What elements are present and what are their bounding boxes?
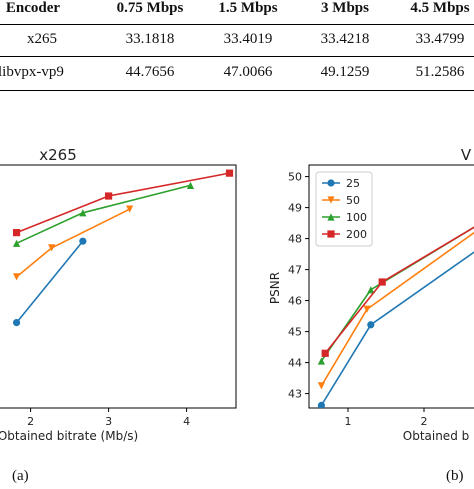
y-tick-label: 43	[288, 388, 302, 401]
legend-box	[315, 171, 373, 247]
data-point	[225, 169, 234, 177]
x-tick-label: 4	[183, 415, 190, 428]
table-row-x265-label: x265	[27, 31, 57, 47]
x-tick-label: 3	[105, 415, 112, 428]
data-point	[12, 273, 21, 281]
x-tick-label: 2	[27, 415, 34, 428]
y-tick-label: 46	[288, 295, 302, 308]
data-point	[367, 321, 375, 329]
table-header-3: 3 Mbps	[321, 0, 369, 16]
x-axis-label: Obtained bitrate (Mb/s)	[0, 429, 138, 443]
data-point	[321, 349, 329, 357]
y-tick-label: 49	[288, 202, 302, 215]
data-point	[317, 382, 325, 390]
data-point	[79, 237, 87, 245]
y-tick-label: 48	[288, 233, 302, 246]
data-point	[105, 192, 113, 200]
series-line	[320, 231, 474, 387]
subfigure-label-b: (b)	[446, 468, 464, 484]
series-line	[16, 184, 191, 245]
table-row-rule	[0, 56, 474, 57]
table-header-45: 4.5 Mbps	[410, 0, 470, 16]
legend-marker	[327, 213, 335, 221]
data-point	[317, 401, 325, 408]
x-tick-label: 2	[421, 415, 428, 428]
table-cell: 49.1259	[320, 64, 370, 80]
series-group	[12, 169, 234, 327]
data-point	[12, 229, 21, 237]
table-header-rule	[0, 24, 474, 25]
table-cell: 51.2586	[415, 64, 465, 80]
data-point	[12, 319, 21, 327]
chart-title: V	[461, 146, 472, 164]
plot-frame	[0, 164, 237, 409]
table-cell: 33.1818	[125, 31, 175, 47]
y-axis-label: PSNR	[268, 272, 282, 304]
y-tick-label: 45	[288, 326, 302, 339]
table-bottom-rule	[0, 90, 474, 91]
data-point	[12, 239, 21, 247]
table-cell: 33.4799	[415, 31, 465, 47]
table-row-vp9-label: libvpx-vp9	[0, 64, 64, 80]
y-tick-label: 44	[288, 357, 302, 370]
table-cell: 44.7656	[125, 64, 175, 80]
table-cell: 33.4218	[320, 31, 370, 47]
data-point	[79, 209, 87, 217]
subfigure-label-a: (a)	[12, 468, 29, 484]
data-point	[367, 286, 375, 294]
y-tick-label: 50	[288, 171, 302, 184]
chart-title: x265	[39, 146, 77, 164]
legend-marker	[327, 179, 335, 187]
data-point	[317, 357, 325, 365]
legend-marker	[327, 230, 335, 238]
legend-marker	[327, 196, 335, 204]
table-header-encoder: Encoder	[5, 0, 61, 16]
table-header-15: 1.5 Mbps	[218, 0, 278, 16]
data-point	[186, 181, 195, 189]
plot-frame	[308, 164, 474, 409]
legend-label: 200	[346, 228, 367, 241]
x-axis-label: Obtained b	[403, 429, 470, 443]
series-line	[320, 251, 474, 406]
data-point	[363, 305, 371, 313]
table-header-075: 0.75 Mbps	[116, 0, 184, 16]
series-line	[16, 208, 131, 278]
series-group	[317, 226, 474, 408]
table-cell: 33.4019	[223, 31, 273, 47]
table-cell: 47.0066	[223, 64, 273, 80]
x-tick-label: 1	[345, 415, 352, 428]
data-point	[48, 244, 56, 252]
data-point	[126, 205, 134, 213]
legend-label: 50	[346, 194, 360, 207]
series-line	[324, 226, 474, 354]
legend-label: 25	[346, 177, 360, 190]
data-point	[378, 278, 386, 286]
legend-label: 100	[346, 211, 367, 224]
y-tick-label: 47	[288, 264, 302, 277]
series-line	[15, 240, 84, 324]
